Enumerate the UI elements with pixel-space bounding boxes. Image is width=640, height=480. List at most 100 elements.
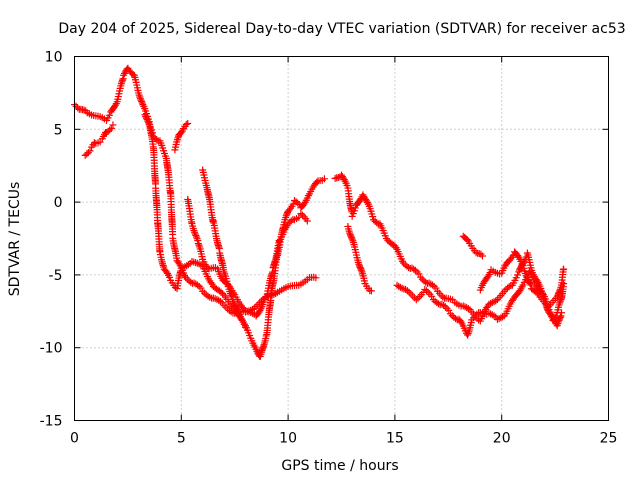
- data-point-marker: [182, 120, 190, 128]
- x-tick-label: 15: [386, 431, 404, 447]
- x-tick-label: 0: [70, 431, 79, 447]
- data-point-marker: [499, 313, 507, 321]
- data-point-marker: [556, 287, 564, 295]
- plot-frame: [74, 56, 609, 421]
- data-point-marker: [300, 200, 308, 208]
- series-arc-7: [331, 171, 568, 325]
- series-arc-10: [459, 232, 486, 260]
- x-tick-label: 10: [279, 431, 297, 447]
- data-point-marker: [423, 287, 431, 295]
- data-point-marker: [217, 288, 225, 296]
- data-point-marker: [411, 266, 419, 274]
- data-point-marker: [514, 252, 522, 260]
- data-point-marker: [396, 283, 404, 291]
- data-point-marker: [138, 98, 146, 106]
- data-point-marker: [490, 312, 498, 320]
- data-point-marker: [320, 175, 328, 183]
- x-tick-label: 5: [177, 431, 186, 447]
- data-point-marker: [284, 220, 292, 228]
- x-tick-label: 20: [493, 431, 511, 447]
- data-point-marker: [120, 70, 128, 78]
- data-point-marker: [240, 320, 248, 328]
- data-point-marker: [477, 250, 485, 258]
- y-tick-label: -10: [40, 341, 63, 357]
- data-point-marker: [104, 127, 112, 135]
- data-point-marker: [440, 301, 448, 309]
- data-point-marker: [464, 330, 472, 338]
- data-point-marker: [556, 313, 564, 321]
- data-point-marker: [439, 293, 447, 301]
- data-point-marker: [294, 199, 302, 207]
- data-point-marker: [144, 117, 152, 125]
- data-point-marker: [187, 278, 195, 286]
- data-point-marker: [200, 289, 208, 297]
- data-point-marker: [459, 302, 467, 310]
- data-markers: [71, 64, 568, 360]
- data-point-marker: [464, 331, 472, 339]
- grid-lines: [74, 56, 609, 421]
- data-point-marker: [177, 128, 185, 136]
- data-point-marker: [553, 293, 561, 301]
- data-point-marker: [183, 275, 191, 283]
- data-point-marker: [452, 315, 460, 323]
- data-point-marker: [83, 150, 91, 158]
- data-point-marker: [153, 136, 161, 144]
- data-point-marker: [514, 271, 522, 279]
- data-point-marker: [195, 282, 203, 290]
- data-point-marker: [174, 258, 182, 266]
- data-point-marker: [207, 279, 215, 287]
- y-axis-label: SDTVAR / TECUs: [7, 182, 23, 297]
- data-point-marker: [373, 219, 381, 227]
- data-point-marker: [282, 212, 290, 220]
- y-tick-label: 5: [54, 122, 63, 138]
- data-point-marker: [142, 113, 150, 121]
- data-point-marker: [492, 297, 500, 305]
- data-point-marker: [346, 229, 354, 237]
- axis-ticks: [74, 56, 609, 421]
- data-point-marker: [485, 300, 493, 308]
- data-point-marker: [398, 284, 406, 292]
- data-point-marker: [430, 282, 438, 290]
- data-point-marker: [313, 178, 321, 186]
- data-point-marker: [493, 315, 501, 323]
- data-point-marker: [138, 99, 146, 107]
- data-point-marker: [299, 211, 307, 219]
- data-point-marker: [238, 316, 246, 324]
- data-point-marker: [191, 230, 199, 238]
- y-tick-label: 0: [54, 195, 63, 211]
- series-arc-3: [141, 111, 320, 317]
- y-tick-label: 10: [45, 50, 63, 66]
- data-point-marker: [556, 297, 564, 305]
- data-point-marker: [355, 260, 363, 268]
- data-point-marker: [495, 315, 503, 323]
- data-point-marker: [230, 300, 238, 308]
- data-point-marker: [199, 287, 207, 295]
- data-point-marker: [421, 285, 429, 293]
- data-point-marker: [370, 216, 378, 224]
- data-point-marker: [357, 265, 365, 273]
- data-point-marker: [174, 134, 182, 142]
- data-point-marker: [111, 101, 119, 109]
- data-point-marker: [560, 265, 568, 273]
- data-point-marker: [142, 114, 150, 122]
- data-point-marker: [143, 116, 151, 124]
- data-point-marker: [86, 147, 94, 155]
- data-point-marker: [194, 237, 202, 245]
- data-point-marker: [218, 289, 226, 297]
- data-point-marker: [136, 93, 144, 101]
- data-point-marker: [428, 292, 436, 300]
- data-point-marker: [543, 301, 551, 309]
- data-point-marker: [348, 234, 356, 242]
- series-arc-2: [81, 121, 117, 159]
- data-point-marker: [464, 305, 472, 313]
- data-point-marker: [412, 296, 420, 304]
- data-point-marker: [348, 235, 356, 243]
- data-point-marker: [471, 312, 479, 320]
- data-point-marker: [150, 133, 158, 141]
- x-tick-label: 25: [600, 431, 618, 447]
- data-point-marker: [184, 119, 192, 127]
- data-point-marker: [241, 323, 249, 331]
- data-point-marker: [487, 299, 495, 307]
- data-point-marker: [166, 273, 174, 281]
